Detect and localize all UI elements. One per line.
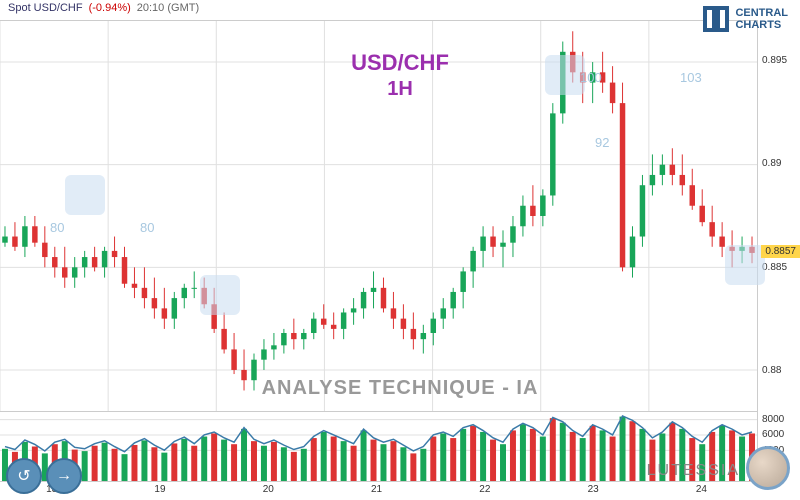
brand-logo: CENTRAL CHARTS (703, 6, 788, 32)
watermark-number: 103 (680, 70, 702, 85)
watermark-icon (545, 55, 585, 95)
nav-controls: ↺ → (6, 458, 82, 494)
chart-title-pair: USD/CHF (351, 50, 449, 76)
change-pct: (-0.94%) (89, 2, 131, 14)
avatar[interactable] (746, 446, 790, 490)
price-chart[interactable] (0, 20, 758, 412)
chart-header: Spot USD/CHF (-0.94%) 20:10 (GMT) (0, 0, 800, 16)
watermark-number: 100 (580, 70, 602, 85)
footer-brand: LUTESSIA (647, 462, 740, 480)
chart-subtitle: ANALYSE TECHNIQUE - IA (262, 377, 539, 400)
timestamp: 20:10 (GMT) (137, 2, 199, 14)
symbol-label: Spot USD/CHF (8, 2, 83, 14)
nav-next-button[interactable]: → (46, 458, 82, 494)
logo-text: CENTRAL CHARTS (735, 7, 788, 31)
watermark-number: 80 (140, 220, 154, 235)
x-axis: 18192021222324 (0, 482, 758, 500)
watermark-icon (200, 275, 240, 315)
watermark-number: 80 (50, 220, 64, 235)
volume-chart[interactable] (0, 412, 758, 482)
watermark-icon (65, 175, 105, 215)
watermark-number: 92 (595, 135, 609, 150)
current-price-tag: 0.8857 (761, 245, 800, 258)
watermark-icon (725, 245, 765, 285)
chart-title-timeframe: 1H (387, 78, 413, 101)
nav-prev-button[interactable]: ↺ (6, 458, 42, 494)
price-y-axis: 0.880.8850.890.895 (758, 20, 800, 412)
logo-icon (703, 6, 729, 32)
